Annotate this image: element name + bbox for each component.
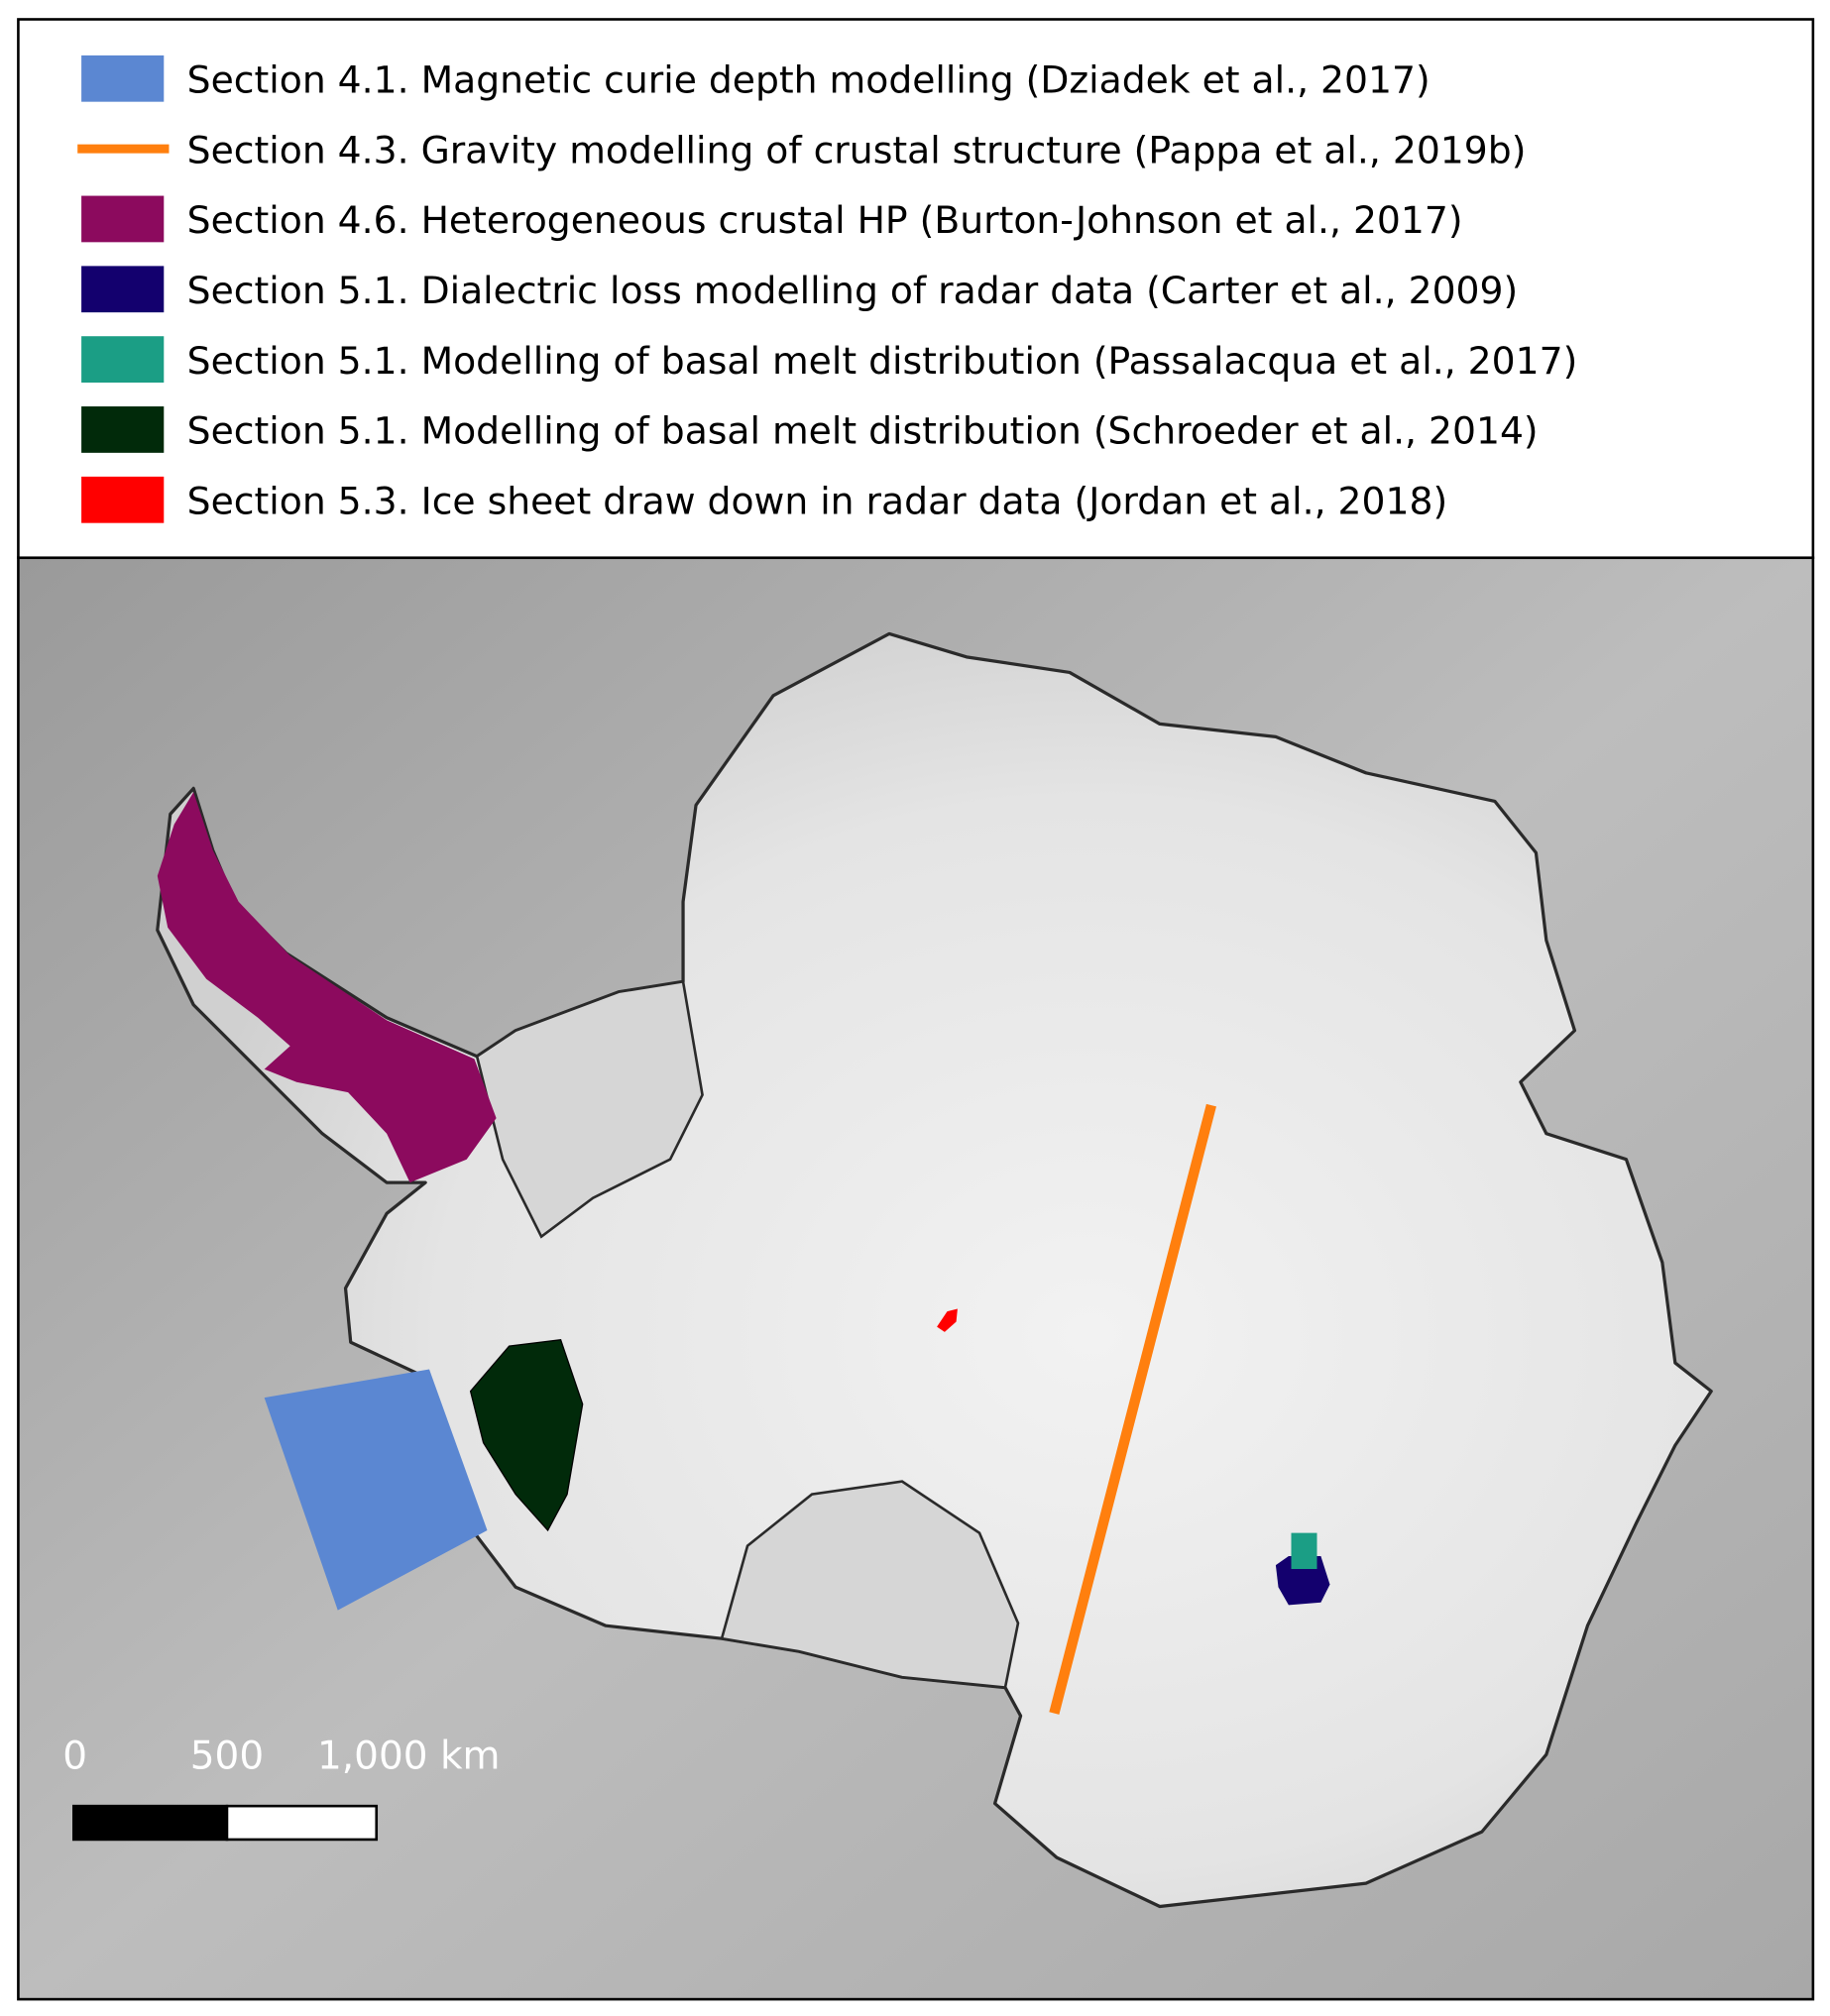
legend: Section 4.1. Magnetic curie depth modell… [17, 18, 1815, 560]
legend-label: Section 5.1. Modelling of basal melt dis… [187, 409, 1539, 453]
legend-item: Section 4.1. Magnetic curie depth modell… [81, 55, 1430, 102]
legend-swatch [81, 55, 165, 102]
legend-item: Section 4.3. Gravity modelling of crusta… [77, 128, 1526, 171]
scale-label-500: 500 [190, 1734, 264, 1778]
gravity-profile-line [1049, 1103, 1216, 1715]
scale-segment-white [225, 1804, 379, 1842]
basal-melt-schroeder-region [469, 1338, 584, 1532]
legend-label: Section 5.3. Ice sheet draw down in rada… [187, 480, 1447, 523]
legend-item: Section 5.1. Dialectric loss modelling o… [81, 266, 1519, 313]
legend-item: Section 4.6. Heterogeneous crustal HP (B… [81, 195, 1463, 243]
ronne-ice-shelf [475, 979, 704, 1239]
legend-swatch [81, 195, 165, 243]
scale-label-1000: 1,000 km [317, 1734, 501, 1778]
scale-bar: 0 500 1,000 km [62, 1734, 501, 1842]
scale-segment-black [72, 1804, 229, 1842]
scale-label-0: 0 [62, 1734, 87, 1778]
legend-label: Section 4.6. Heterogeneous crustal HP (B… [187, 198, 1463, 242]
legend-label: Section 5.1. Modelling of basal melt dis… [187, 339, 1578, 383]
legend-item: Section 5.3. Ice sheet draw down in rada… [81, 476, 1447, 523]
legend-label: Section 5.1. Dialectric loss modelling o… [187, 269, 1519, 312]
map-panel: 0 500 1,000 km [17, 556, 1815, 2001]
crustal-hp-region [157, 792, 497, 1183]
legend-frame [17, 18, 1815, 560]
basal-melt-passalacqua-region [1291, 1532, 1317, 1570]
legend-swatch [81, 476, 165, 523]
legend-swatch [81, 336, 165, 384]
curie-depth-region [264, 1369, 488, 1611]
legend-swatch [81, 266, 165, 313]
legend-item: Section 5.1. Modelling of basal melt dis… [81, 336, 1578, 384]
ice-draw-down-region [937, 1308, 958, 1332]
legend-label: Section 4.3. Gravity modelling of crusta… [187, 128, 1527, 171]
legend-swatch [81, 406, 165, 453]
legend-label: Section 4.1. Magnetic curie depth modell… [187, 58, 1430, 102]
legend-item: Section 5.1. Modelling of basal melt dis… [81, 406, 1539, 453]
ross-ice-shelf [720, 1480, 1020, 1689]
